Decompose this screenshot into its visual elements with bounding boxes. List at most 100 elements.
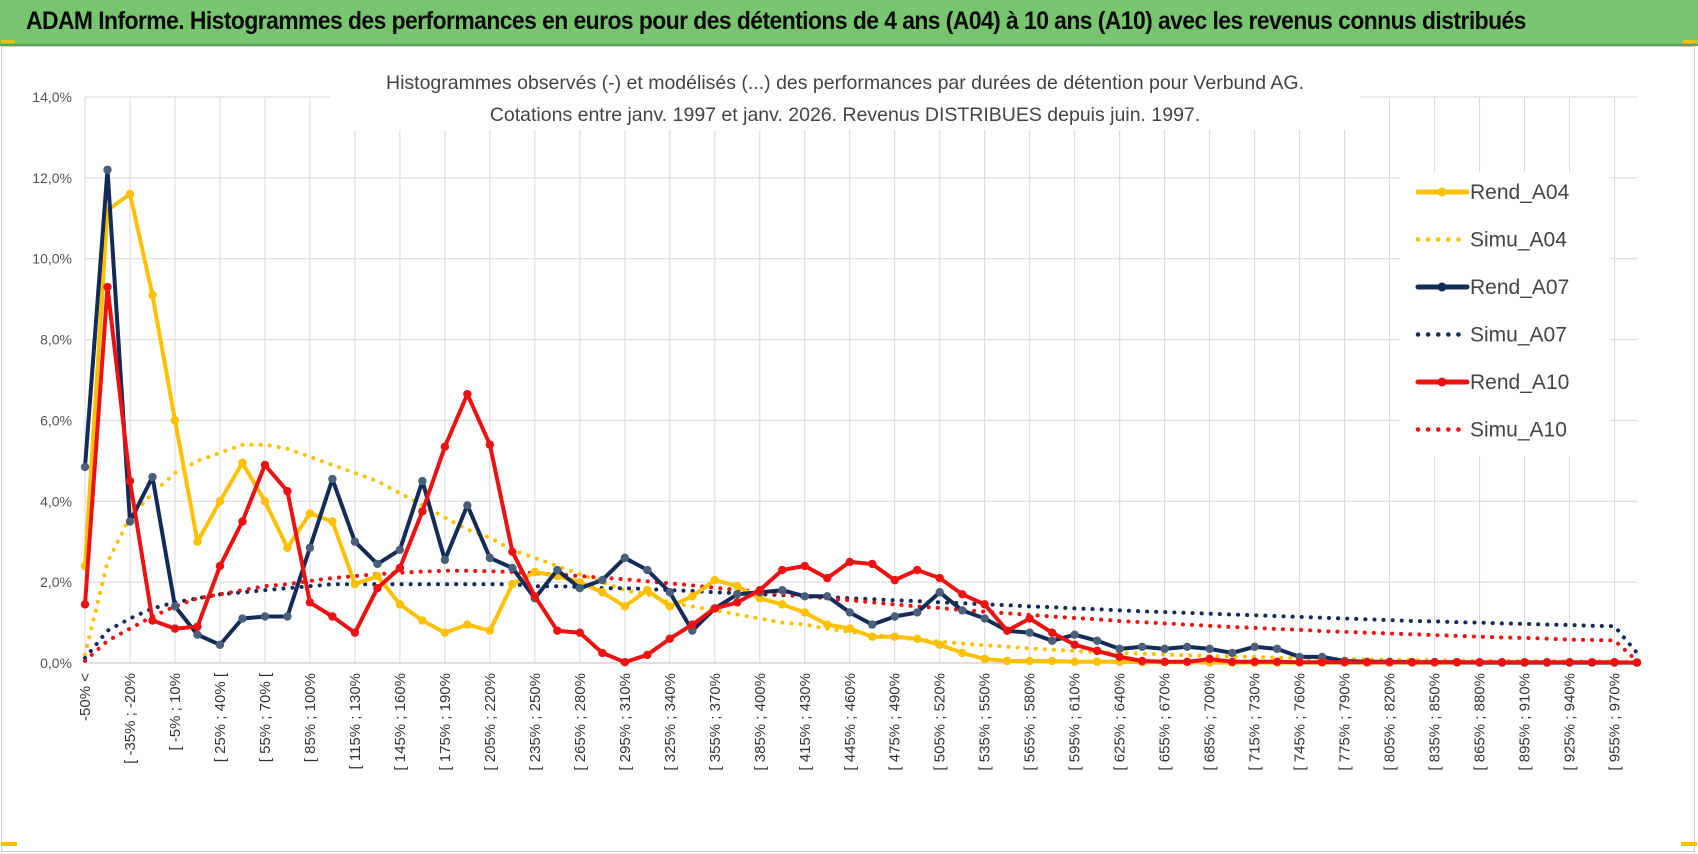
data-point-rend_a07 — [440, 555, 450, 565]
data-point-rend_a04 — [260, 497, 270, 506]
x-tick-label: [ 385% ; 400% — [752, 673, 769, 771]
data-point-rend_a10 — [463, 389, 472, 399]
data-point-rend_a07 — [508, 563, 517, 573]
data-point-rend_a07 — [1205, 644, 1214, 654]
data-point-rend_a10 — [688, 620, 697, 629]
data-point-rend_a10 — [1632, 658, 1642, 667]
data-point-rend_a04 — [755, 594, 764, 603]
x-tick-label: [ 325% ; 340% — [662, 673, 679, 771]
series-line-simu_a10 — [83, 568, 1639, 663]
data-point-rend_a07 — [575, 584, 585, 593]
legend-label-simu_a10: Simu_A10 — [1470, 419, 1567, 442]
data-point-rend_a10 — [418, 507, 427, 516]
x-tick-label: [ 55% ; 70% [ — [257, 672, 274, 762]
data-point-rend_a10 — [958, 590, 967, 599]
x-tick-label: [ 85% ; 100% — [302, 673, 319, 762]
x-tick-label: [ 895% ; 910% — [1517, 673, 1534, 771]
data-point-rend_a07 — [395, 545, 405, 554]
data-point-rend_a10 — [125, 476, 135, 486]
data-point-rend_a10 — [1115, 652, 1124, 662]
data-point-rend_a10 — [1542, 657, 1552, 667]
y-tick-label: 0,0% — [40, 655, 72, 671]
data-point-rend_a10 — [1430, 657, 1439, 667]
data-point-rend_a10 — [530, 592, 540, 601]
data-point-rend_a04 — [193, 537, 202, 546]
x-tick-label: [ 745% ; 760% — [1292, 673, 1309, 771]
data-point-rend_a07 — [125, 517, 135, 526]
data-point-rend_a10 — [260, 460, 270, 470]
corner-marker-bottom-left — [1, 842, 17, 846]
x-tick-label: [ 535% ; 550% — [977, 673, 994, 771]
data-point-rend_a10 — [283, 486, 292, 496]
data-point-rend_a10 — [350, 628, 360, 637]
data-point-rend_a07 — [958, 606, 967, 615]
data-point-rend_a04 — [418, 616, 427, 625]
data-point-rend_a07 — [800, 592, 809, 601]
data-point-rend_a07 — [1070, 630, 1079, 639]
data-point-rend_a10 — [1047, 628, 1057, 637]
data-point-rend_a10 — [1227, 657, 1237, 666]
data-point-rend_a10 — [620, 657, 630, 667]
data-point-rend_a07 — [215, 640, 225, 650]
data-point-rend_a04 — [170, 416, 180, 425]
data-point-rend_a10 — [1497, 657, 1507, 667]
data-point-rend_a10 — [1272, 657, 1282, 666]
x-tick-label: [ 775% ; 790% — [1337, 673, 1354, 771]
data-point-rend_a10 — [1182, 657, 1192, 666]
data-point-rend_a10 — [980, 600, 989, 609]
data-point-rend_a04 — [530, 567, 540, 577]
data-point-rend_a07 — [845, 608, 854, 617]
data-point-rend_a10 — [1565, 657, 1574, 667]
x-tick-label: [ 295% ; 310% — [617, 673, 634, 771]
data-point-rend_a10 — [1385, 657, 1394, 667]
data-point-rend_a04 — [778, 600, 787, 609]
data-point-rend_a07 — [778, 586, 787, 595]
data-point-rend_a07 — [80, 462, 90, 472]
data-point-rend_a10 — [1003, 626, 1012, 635]
x-tick-label: [ 625% ; 640% — [1112, 673, 1129, 771]
data-point-rend_a10 — [328, 612, 337, 621]
data-point-rend_a10 — [1362, 657, 1372, 667]
data-point-rend_a07 — [1115, 644, 1124, 654]
data-point-rend_a10 — [1610, 657, 1619, 667]
data-point-rend_a04 — [215, 497, 225, 506]
x-tick-label: [ 415% ; 430% — [797, 673, 814, 771]
corner-marker-bottom-right — [1681, 842, 1697, 846]
data-point-rend_a07 — [260, 612, 270, 621]
data-point-rend_a10 — [845, 557, 854, 567]
data-point-rend_a07 — [868, 620, 877, 629]
x-tick-label: [ 505% ; 520% — [932, 673, 949, 771]
legend-label-simu_a07: Simu_A07 — [1470, 324, 1567, 347]
x-tick-label: [ 25% ; 40% [ — [212, 672, 229, 762]
data-point-rend_a07 — [733, 590, 742, 599]
chart-frame — [1, 46, 1695, 852]
data-point-rend_a07 — [1250, 642, 1259, 652]
data-point-rend_a07 — [553, 565, 562, 575]
x-tick-label: [ 925% ; 940% — [1562, 673, 1579, 771]
data-point-rend_a07 — [103, 165, 112, 174]
data-point-rend_a10 — [1520, 657, 1529, 667]
data-point-rend_a04 — [463, 620, 472, 629]
data-point-rend_a07 — [1092, 636, 1102, 645]
data-point-rend_a07 — [823, 592, 832, 601]
data-point-rend_a04 — [1070, 657, 1079, 666]
data-point-rend_a04 — [283, 543, 292, 552]
chart-title-line-2: Cotations entre janv. 1997 et janv. 2026… — [490, 104, 1200, 126]
data-point-rend_a04 — [1092, 657, 1102, 666]
data-point-rend_a10 — [1092, 646, 1102, 656]
data-point-rend_a10 — [890, 575, 899, 585]
data-point-rend_a07 — [620, 553, 630, 563]
data-point-rend_a04 — [710, 575, 719, 585]
corner-marker-top-right — [1683, 40, 1697, 43]
data-point-rend_a04 — [305, 509, 315, 518]
data-point-rend_a07 — [935, 588, 944, 597]
data-point-rend_a10 — [215, 561, 225, 571]
corner-marker-top-left — [1, 40, 15, 43]
chart-title: Histogrammes observés (-) et modélisés (… — [330, 66, 1360, 130]
data-point-rend_a07 — [238, 614, 247, 623]
data-point-rend_a10 — [508, 547, 517, 557]
legend-label-rend_a10: Rend_A10 — [1470, 371, 1569, 394]
x-tick-label: [ 115% ; 130% — [347, 673, 364, 769]
data-point-rend_a07 — [1160, 644, 1169, 654]
data-point-rend_a07 — [1047, 636, 1057, 645]
